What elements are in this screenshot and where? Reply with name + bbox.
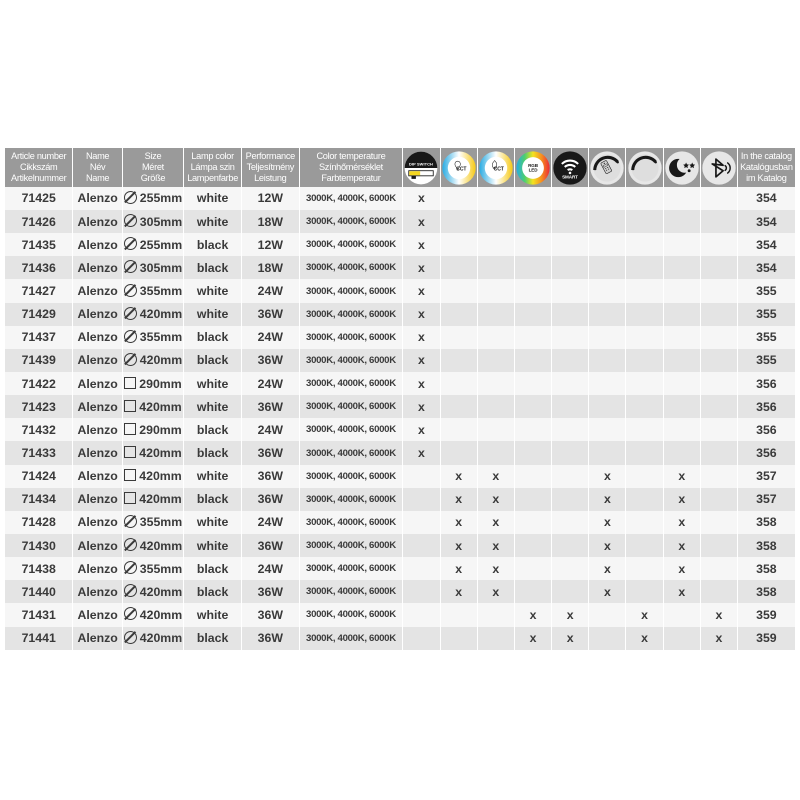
svg-text:CCT: CCT <box>456 166 467 172</box>
svg-text:SMART: SMART <box>562 174 578 179</box>
svg-text:DIP SWITCH: DIP SWITCH <box>409 161 433 166</box>
svg-text:CCT: CCT <box>493 166 504 172</box>
svg-text:LED: LED <box>529 167 539 172</box>
